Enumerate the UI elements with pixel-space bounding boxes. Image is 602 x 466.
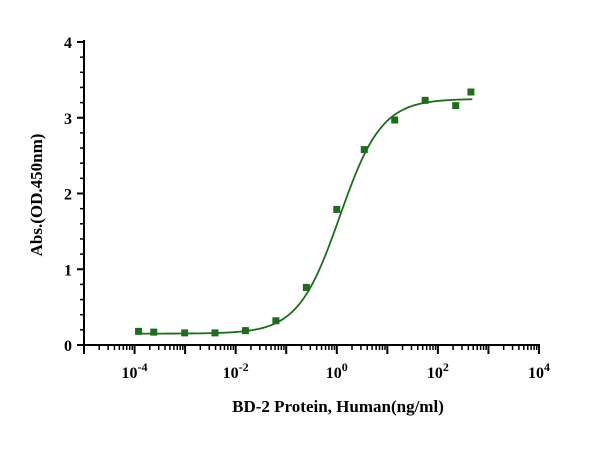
y-tick-label: 1 bbox=[64, 262, 72, 279]
data-point bbox=[211, 329, 219, 337]
data-point bbox=[452, 102, 460, 110]
x-axis: 10-4 10-2 100 102 104 bbox=[83, 344, 550, 382]
x-tick-label: 10-2 bbox=[223, 360, 249, 382]
data-point bbox=[150, 328, 158, 336]
data-point bbox=[421, 96, 429, 104]
plot-area bbox=[135, 88, 475, 337]
x-axis-title: BD-2 Protein, Human(ng/ml) bbox=[232, 397, 444, 416]
data-point bbox=[333, 205, 341, 213]
data-point bbox=[467, 88, 475, 96]
data-point bbox=[272, 317, 280, 325]
y-tick-label: 3 bbox=[64, 111, 72, 128]
x-tick-label: 100 bbox=[326, 360, 348, 382]
y-tick-label: 2 bbox=[64, 187, 72, 204]
x-tick-label: 10-4 bbox=[122, 360, 148, 382]
fit-curve bbox=[138, 98, 473, 335]
data-point bbox=[302, 283, 310, 291]
y-axis-title: Abs.(OD.450nm) bbox=[27, 134, 46, 257]
data-point bbox=[241, 327, 249, 335]
x-tick-label: 104 bbox=[528, 360, 550, 382]
data-point bbox=[135, 327, 143, 335]
data-point bbox=[391, 116, 399, 124]
y-tick-label: 0 bbox=[64, 338, 72, 355]
data-point bbox=[360, 146, 368, 154]
x-tick-label: 102 bbox=[427, 360, 449, 382]
y-tick-label: 4 bbox=[64, 35, 72, 52]
y-axis: 0 1 2 3 4 bbox=[64, 35, 85, 355]
data-point bbox=[181, 329, 189, 337]
